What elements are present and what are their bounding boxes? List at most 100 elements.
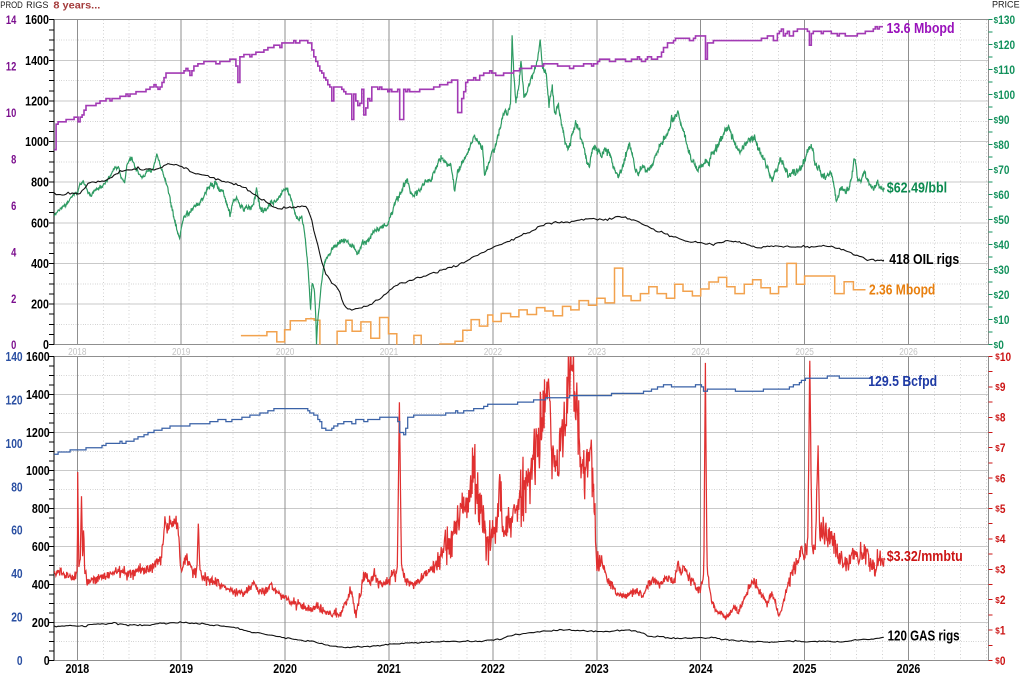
svg-text:$: $ xyxy=(994,266,999,275)
svg-text:$: $ xyxy=(994,316,999,325)
svg-text:2018: 2018 xyxy=(65,661,89,676)
svg-text:$: $ xyxy=(995,353,1000,362)
svg-text:418 OIL rigs: 418 OIL rigs xyxy=(889,251,959,268)
svg-text:120: 120 xyxy=(998,38,1015,52)
svg-text:7: 7 xyxy=(1000,441,1006,455)
svg-text:$: $ xyxy=(994,116,999,125)
svg-text:10: 10 xyxy=(1000,350,1011,364)
svg-text:$: $ xyxy=(995,566,1000,575)
svg-text:200: 200 xyxy=(32,615,50,630)
svg-text:10: 10 xyxy=(998,313,1009,327)
svg-text:2: 2 xyxy=(11,292,16,306)
svg-text:0: 0 xyxy=(17,654,23,668)
svg-text:0: 0 xyxy=(44,653,50,668)
svg-text:0: 0 xyxy=(11,338,16,352)
svg-text:1000: 1000 xyxy=(26,463,50,478)
svg-text:800: 800 xyxy=(32,501,50,516)
svg-text:2021: 2021 xyxy=(377,661,401,676)
svg-text:2023: 2023 xyxy=(585,661,609,676)
svg-text:3: 3 xyxy=(1000,563,1006,577)
svg-text:$: $ xyxy=(994,341,999,350)
svg-text:8 years...: 8 years... xyxy=(53,1,100,12)
svg-text:$: $ xyxy=(994,41,999,50)
svg-text:1400: 1400 xyxy=(25,53,49,68)
svg-text:110: 110 xyxy=(998,63,1015,77)
svg-text:2020: 2020 xyxy=(276,347,295,358)
svg-text:6: 6 xyxy=(1000,471,1006,485)
svg-text:140: 140 xyxy=(6,350,23,364)
svg-text:400: 400 xyxy=(31,256,49,271)
svg-text:400: 400 xyxy=(32,577,50,592)
svg-text:$62.49/bbl: $62.49/bbl xyxy=(887,180,947,197)
svg-text:9: 9 xyxy=(1000,380,1006,394)
svg-text:60: 60 xyxy=(998,188,1009,202)
svg-text:2022: 2022 xyxy=(481,661,505,676)
svg-text:1600: 1600 xyxy=(26,349,50,364)
svg-text:100: 100 xyxy=(6,437,23,451)
svg-text:13.6 Mbopd: 13.6 Mbopd xyxy=(887,20,955,37)
svg-text:1000: 1000 xyxy=(25,134,49,149)
svg-text:$: $ xyxy=(994,191,999,200)
svg-text:$: $ xyxy=(995,657,1000,666)
svg-text:120: 120 xyxy=(6,393,23,407)
svg-text:2025: 2025 xyxy=(795,347,814,358)
svg-text:80: 80 xyxy=(998,138,1009,152)
svg-text:800: 800 xyxy=(31,175,49,190)
svg-text:60: 60 xyxy=(11,524,22,538)
svg-text:40: 40 xyxy=(998,238,1009,252)
svg-text:8: 8 xyxy=(11,153,16,167)
svg-text:$: $ xyxy=(994,91,999,100)
svg-text:1600: 1600 xyxy=(25,12,49,27)
svg-text:$: $ xyxy=(994,166,999,175)
svg-text:$: $ xyxy=(994,16,999,25)
svg-text:1200: 1200 xyxy=(25,93,49,108)
svg-text:4: 4 xyxy=(11,245,16,259)
svg-text:2024: 2024 xyxy=(692,347,711,358)
svg-text:2021: 2021 xyxy=(380,347,399,358)
svg-text:PRICE: PRICE xyxy=(992,0,1020,9)
svg-text:2026: 2026 xyxy=(897,661,921,676)
svg-text:$3.32/mmbtu: $3.32/mmbtu xyxy=(887,548,963,565)
svg-text:$: $ xyxy=(994,141,999,150)
svg-text:$: $ xyxy=(995,414,1000,423)
svg-text:1: 1 xyxy=(1000,623,1006,637)
svg-text:20: 20 xyxy=(11,611,22,625)
svg-text:8: 8 xyxy=(1000,411,1006,425)
svg-text:12: 12 xyxy=(6,60,17,74)
svg-text:30: 30 xyxy=(998,263,1009,277)
svg-text:1200: 1200 xyxy=(26,425,50,440)
svg-text:2022: 2022 xyxy=(484,347,503,358)
svg-text:6: 6 xyxy=(11,199,16,213)
svg-text:$: $ xyxy=(995,474,1000,483)
svg-text:$: $ xyxy=(995,626,1000,635)
svg-text:2025: 2025 xyxy=(793,661,817,676)
svg-text:80: 80 xyxy=(11,480,22,494)
svg-text:2: 2 xyxy=(1000,593,1006,607)
svg-text:0: 0 xyxy=(1000,654,1006,668)
svg-text:40: 40 xyxy=(11,567,22,581)
svg-text:600: 600 xyxy=(32,539,50,554)
svg-text:$: $ xyxy=(994,241,999,250)
svg-text:$: $ xyxy=(995,444,1000,453)
svg-text:$: $ xyxy=(994,66,999,75)
svg-text:2026: 2026 xyxy=(899,347,918,358)
svg-text:2018: 2018 xyxy=(68,347,87,358)
svg-text:5: 5 xyxy=(1000,502,1006,516)
svg-text:90: 90 xyxy=(998,113,1009,127)
svg-text:2023: 2023 xyxy=(588,347,607,358)
svg-text:$: $ xyxy=(995,596,1000,605)
svg-text:600: 600 xyxy=(31,215,49,230)
svg-text:2019: 2019 xyxy=(169,661,193,676)
svg-text:2024: 2024 xyxy=(689,661,713,676)
svg-text:4: 4 xyxy=(1000,532,1006,546)
svg-text:120 GAS rigs: 120 GAS rigs xyxy=(888,628,960,645)
svg-text:RIGS: RIGS xyxy=(26,0,48,10)
svg-text:70: 70 xyxy=(998,163,1009,177)
svg-text:$: $ xyxy=(995,505,1000,514)
svg-text:100: 100 xyxy=(998,88,1015,102)
svg-text:200: 200 xyxy=(31,297,49,312)
svg-text:2019: 2019 xyxy=(172,347,191,358)
svg-text:50: 50 xyxy=(998,213,1009,227)
svg-text:0: 0 xyxy=(998,338,1004,352)
svg-text:2.36 Mbopd: 2.36 Mbopd xyxy=(869,282,935,299)
